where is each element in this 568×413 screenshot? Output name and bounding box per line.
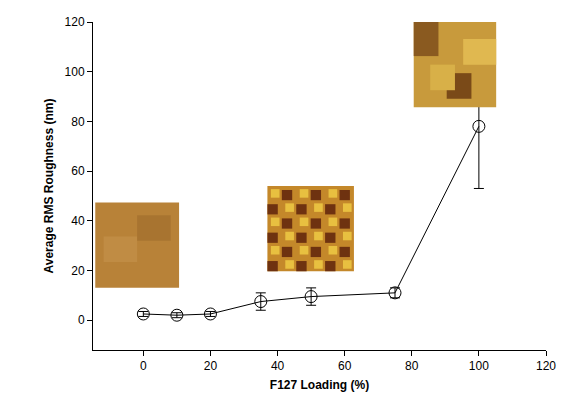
svg-text:60: 60	[338, 359, 352, 373]
svg-text:40: 40	[71, 214, 85, 228]
svg-text:20: 20	[71, 264, 85, 278]
svg-text:0: 0	[78, 313, 85, 327]
svg-text:0: 0	[140, 359, 147, 373]
svg-text:120: 120	[65, 15, 85, 29]
svg-text:80: 80	[405, 359, 419, 373]
svg-text:40: 40	[271, 359, 285, 373]
svg-text:120: 120	[536, 359, 556, 373]
svg-text:F127 Loading (%): F127 Loading (%)	[270, 378, 369, 392]
svg-text:80: 80	[71, 115, 85, 129]
svg-text:20: 20	[204, 359, 218, 373]
svg-text:Average RMS Roughness (nm): Average RMS Roughness (nm)	[42, 99, 56, 274]
svg-text:60: 60	[71, 164, 85, 178]
svg-text:100: 100	[65, 65, 85, 79]
svg-text:100: 100	[469, 359, 489, 373]
